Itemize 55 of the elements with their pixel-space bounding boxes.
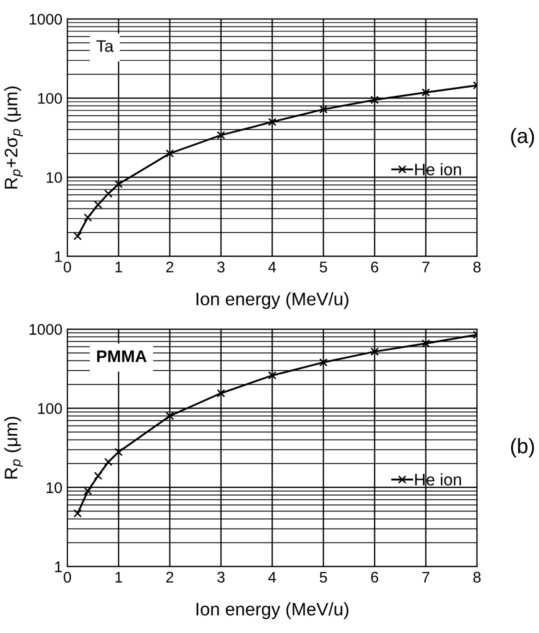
point: [422, 339, 430, 348]
point: [268, 371, 276, 380]
x-tick-label: 5: [320, 262, 328, 272]
y-tick-label: 1: [55, 251, 62, 262]
y-axis-title: R$_{p}$+2σ$_{p}$ (μm): [4, 86, 23, 189]
x-tick-label: 3: [217, 262, 225, 272]
point: [319, 105, 328, 114]
y-tick-label: 1: [55, 562, 62, 572]
point: [94, 200, 102, 209]
x-tick-label: 2: [166, 572, 174, 582]
point: [84, 213, 92, 222]
point: [94, 472, 102, 480]
point: [216, 131, 226, 140]
point: [166, 149, 174, 158]
point: [73, 232, 82, 240]
x-tick-label: 8: [473, 262, 481, 272]
x-tick-label: 5: [320, 572, 328, 583]
x-tick-label: 0: [64, 572, 72, 583]
x-tick-label: 2: [166, 262, 174, 272]
x-tick-label: 6: [371, 262, 378, 272]
x-tick-label: 4: [268, 572, 276, 582]
annotation: PMMA: [97, 350, 147, 362]
point: [104, 190, 113, 198]
y-tick-label: 10: [46, 172, 62, 183]
x-tick-label: 7: [422, 262, 430, 272]
point: [166, 412, 174, 420]
point: [268, 118, 276, 126]
y-tick-label: 100: [38, 92, 62, 104]
x-tick-label: 6: [371, 572, 378, 583]
y-tick-label: 10: [46, 482, 62, 494]
x-tick-label: 7: [422, 572, 430, 582]
point: [370, 96, 379, 104]
point: [114, 180, 123, 188]
x-axis-title: Ion energy (MeV/u): [196, 602, 348, 620]
text: (b): [511, 438, 534, 458]
x-tick-label: 1: [115, 572, 122, 582]
x-tick-label: 1: [115, 262, 122, 272]
y-tick-label: 100: [38, 403, 62, 414]
y-axis-title: R$_{p}$ (μm): [4, 416, 23, 479]
y-tick-label: 1000: [30, 324, 62, 335]
point: [319, 358, 328, 367]
annotation: Ta: [96, 40, 114, 52]
x-tick-label: 8: [473, 572, 481, 583]
point: [216, 389, 226, 398]
x-axis-title: Ion energy (MeV/u): [196, 292, 348, 309]
x-tick-label: 4: [268, 262, 276, 272]
point: [104, 458, 113, 466]
x-tick-label: 3: [217, 572, 225, 583]
x-tick-label: 0: [64, 262, 72, 272]
point: [73, 509, 82, 518]
y-tick-label: 1000: [30, 14, 62, 25]
point: [422, 88, 430, 97]
point: [370, 347, 379, 356]
point: [114, 448, 123, 456]
text: (a): [511, 128, 534, 148]
